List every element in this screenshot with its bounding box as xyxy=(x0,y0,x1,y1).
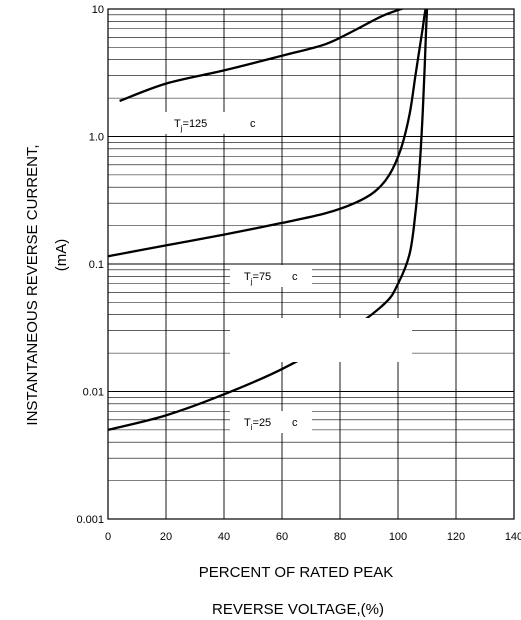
series-label-box xyxy=(160,112,278,134)
y-axis-title: INSTANTANEOUS REVERSE CURRENT, xyxy=(24,144,41,425)
series-label-unit: c xyxy=(292,417,298,429)
curves xyxy=(108,9,429,431)
x-tick-label: 20 xyxy=(160,531,172,543)
x-tick-label: 80 xyxy=(334,531,346,543)
y-tick-label: 10 xyxy=(92,4,104,16)
x-tick-label: 120 xyxy=(447,531,465,543)
y-tick-label: 1.0 xyxy=(89,132,104,144)
series-label-box xyxy=(230,265,312,287)
x-axis-title-line2: REVERSE VOLTAGE,(%) xyxy=(212,601,384,618)
series-label: Tj=125 xyxy=(174,118,207,133)
plot-frame xyxy=(107,8,515,520)
x-tick-label: 140 xyxy=(505,531,521,543)
curve-ti-25 xyxy=(108,9,429,431)
y-tick-label: 0.1 xyxy=(89,259,104,271)
series-label-unit: c xyxy=(250,118,256,130)
y-tick-label: 0.01 xyxy=(83,387,104,399)
y-tick-label: 0.001 xyxy=(76,514,104,526)
tick-labels: 0 20 40 60 80 100 120 140 0.001 0.01 0.1 1.0 10 xyxy=(76,4,521,543)
curve-tj-75 xyxy=(108,9,427,258)
x-tick-label: 40 xyxy=(218,531,230,543)
y-axis-unit: (mA) xyxy=(53,239,70,272)
x-tick-label: 0 xyxy=(105,531,111,543)
label-gap xyxy=(230,318,412,362)
grid xyxy=(108,9,514,519)
x-axis-title-line1: PERCENT OF RATED PEAK xyxy=(199,564,393,581)
series-labels: Tj=125 c Tj=75 c Ti=25 c xyxy=(160,112,412,433)
series-label: Ti=25 xyxy=(244,417,271,432)
x-tick-label: 60 xyxy=(276,531,288,543)
x-tick-label: 100 xyxy=(389,531,407,543)
series-label-box xyxy=(230,411,312,433)
series-label: Tj=75 xyxy=(244,271,271,286)
curve-tj-125 xyxy=(119,9,406,103)
series-label-unit: c xyxy=(292,271,298,283)
